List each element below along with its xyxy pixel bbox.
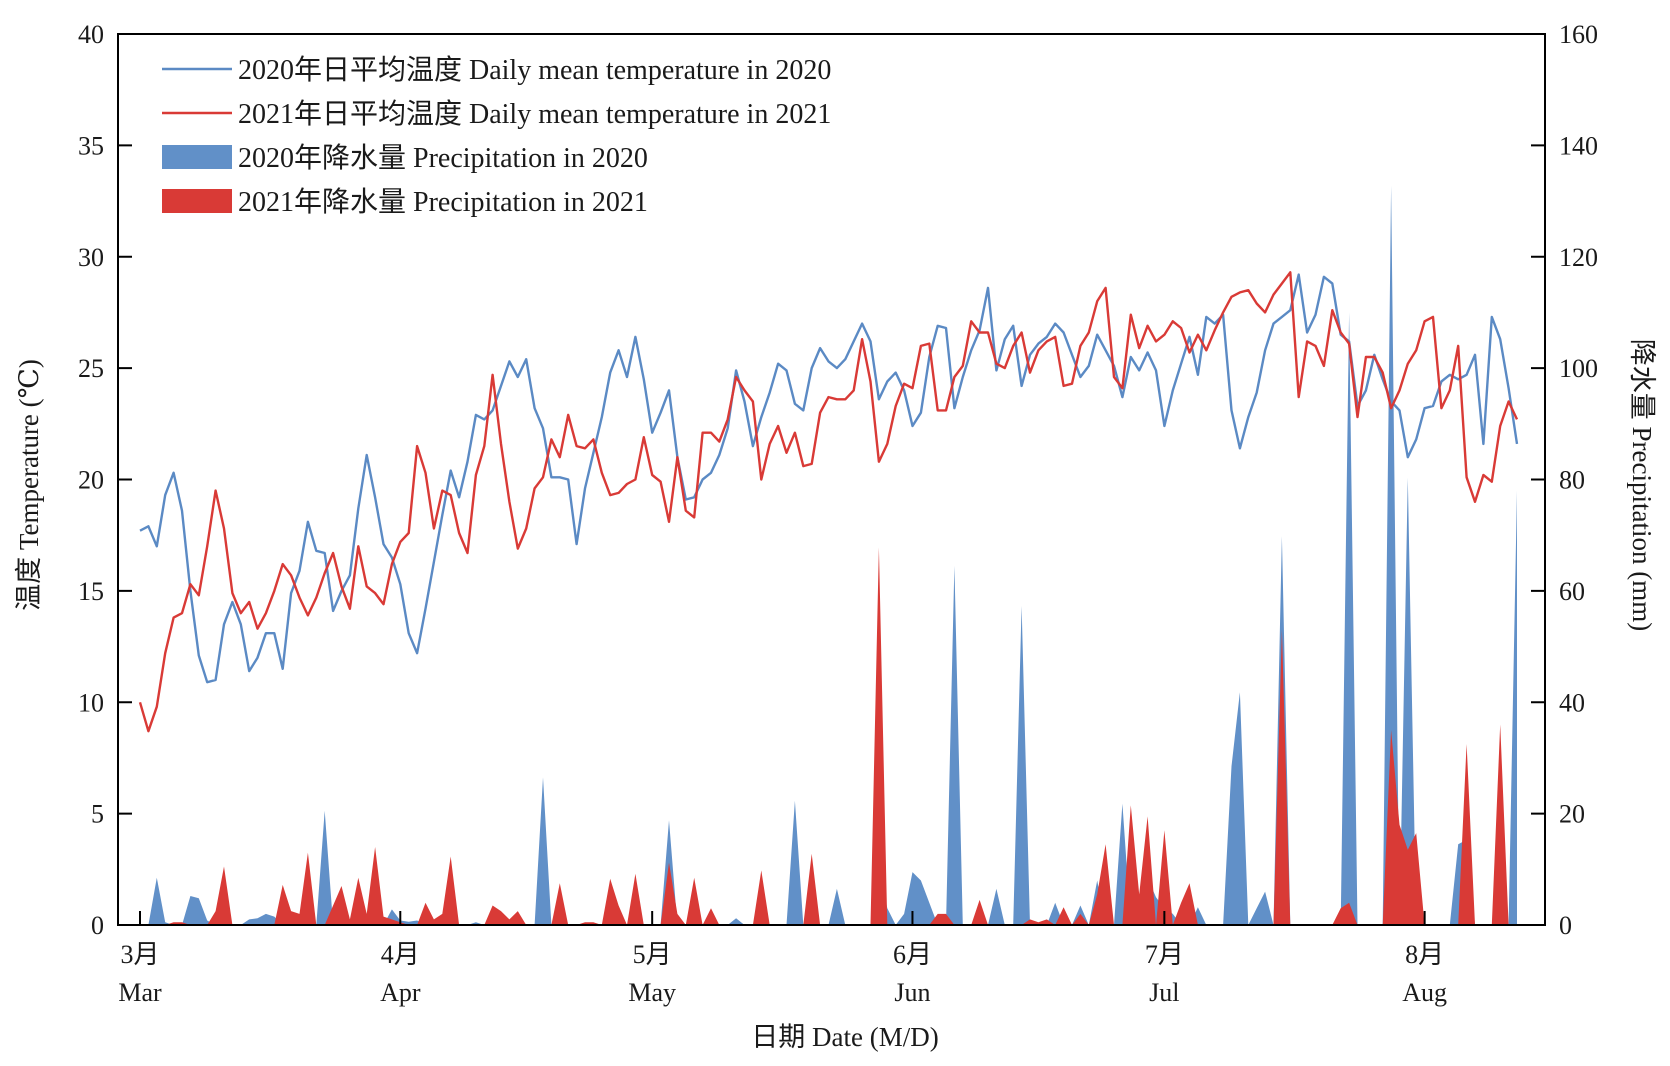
y2-tick-label: 120 <box>1559 243 1598 272</box>
y-tick-label: 10 <box>78 688 104 717</box>
precipitation-areas <box>140 185 1517 925</box>
y2-tick-label: 20 <box>1559 800 1585 829</box>
y2-axis-title: 降水量 Precipitation (mm) <box>1627 339 1657 631</box>
y-tick-label: 20 <box>78 466 104 495</box>
temperature-lines <box>138 271 1519 733</box>
x-tick-label-en: May <box>628 978 676 1007</box>
x-tick-label-en: Mar <box>118 978 162 1007</box>
temp-line-2021 <box>138 271 1519 733</box>
y-tick-label: 15 <box>78 577 104 606</box>
x-tick-label-cn: 6月 <box>893 940 932 969</box>
x-tick-label-cn: 8月 <box>1405 940 1444 969</box>
y-axis-title: 温度 Temperature (℃) <box>14 359 44 611</box>
legend-swatch-area <box>162 145 232 169</box>
y-tick-label: 40 <box>78 20 104 49</box>
y-tick-label: 0 <box>91 911 104 940</box>
precip-area-2021 <box>140 547 1517 925</box>
y2-tick-label: 140 <box>1559 131 1598 160</box>
x-tick-label-en: Apr <box>380 978 421 1007</box>
y2-tick-label: 80 <box>1559 466 1585 495</box>
legend-label: 2020年降水量 Precipitation in 2020 <box>238 142 648 174</box>
x-tick-label-en: Jun <box>894 978 930 1007</box>
y-tick-label: 35 <box>78 131 104 160</box>
legend: 2020年日平均温度 Daily mean temperature in 202… <box>162 54 831 218</box>
y-tick-label: 30 <box>78 243 104 272</box>
x-tick-label-en: Jul <box>1149 978 1179 1007</box>
legend-swatch-area <box>162 189 232 213</box>
x-axis-title: 日期 Date (M/D) <box>751 1022 938 1052</box>
axes: 0 5 10 15 20 25 30 35 40 0 20 40 60 80 100 120 140 160 3月 M… <box>78 20 1598 1007</box>
y2-tick-label: 40 <box>1559 688 1585 717</box>
x-tick-label-cn: 4月 <box>381 940 420 969</box>
y2-tick-label: 160 <box>1559 20 1598 49</box>
x-tick-label-en: Aug <box>1402 978 1447 1007</box>
x-tick-label-cn: 5月 <box>633 940 672 969</box>
precip-area-2020 <box>140 185 1517 925</box>
y-tick-label: 5 <box>91 800 104 829</box>
x-tick-label-cn: 7月 <box>1145 940 1184 969</box>
y2-tick-label: 100 <box>1559 354 1598 383</box>
y-tick-label: 25 <box>78 354 104 383</box>
y2-tick-label: 0 <box>1559 911 1572 940</box>
legend-label: 2021年日平均温度 Daily mean temperature in 202… <box>238 98 831 130</box>
x-tick-label-cn: 3月 <box>120 940 159 969</box>
temp-line-2020 <box>139 273 1519 684</box>
legend-label: 2021年降水量 Precipitation in 2021 <box>238 186 648 218</box>
legend-label: 2020年日平均温度 Daily mean temperature in 202… <box>238 54 831 86</box>
y2-tick-label: 60 <box>1559 577 1585 606</box>
